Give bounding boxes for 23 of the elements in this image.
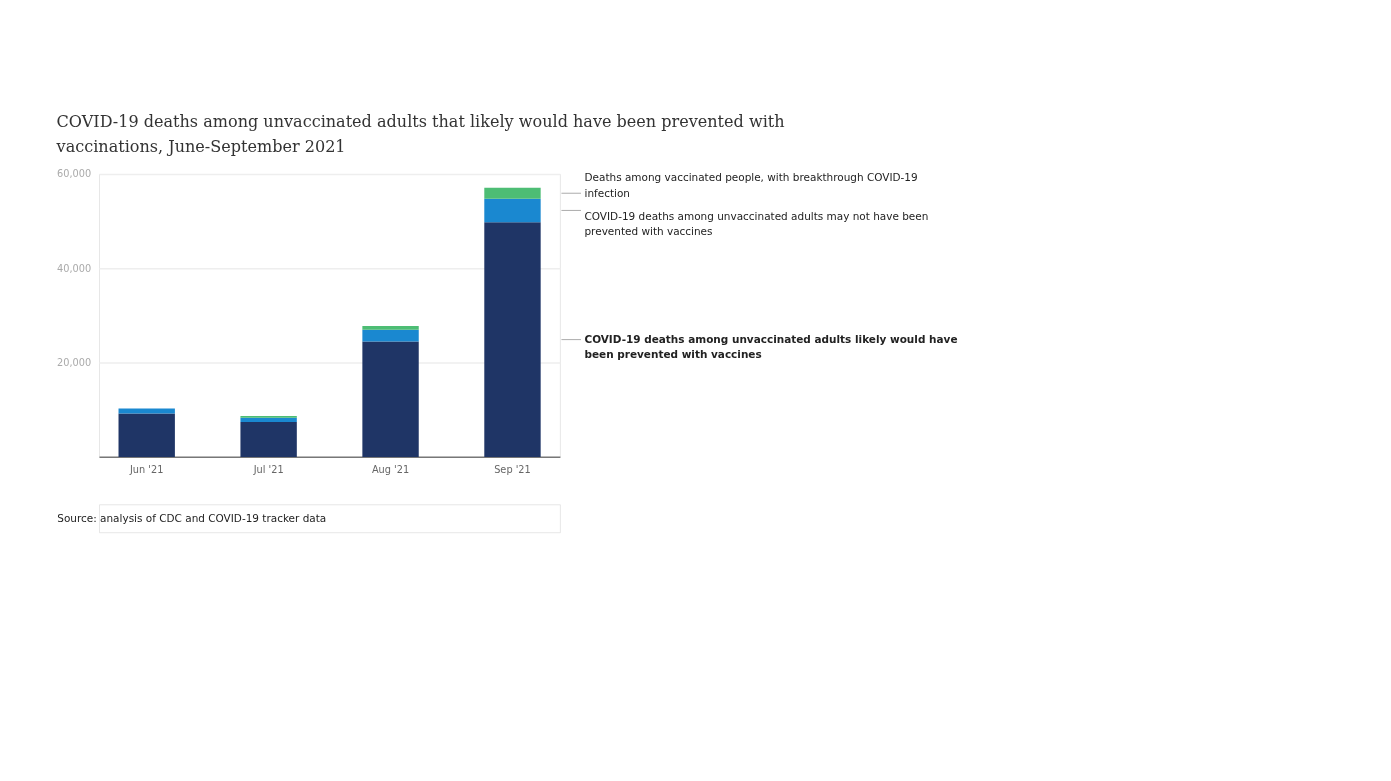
bar [118,408,175,414]
bar [484,187,541,199]
text: COVID-19 deaths among unvaccinated adults likely would have been prevented with vaccines [584,333,958,361]
bar [240,422,297,457]
y-tick-label: 40,000 [56,262,92,274]
bar [362,341,419,457]
text: Deaths among vaccinated people, with breakthrough COVID-19 infection [584,171,918,199]
text: COVID-19 deaths among unvaccinated adults may not have been prevented with vaccines [584,209,929,237]
text: COVID-19 deaths among unvaccinated adults that likely would have been prevented with [56,111,785,131]
text: vaccinations, June-September 2021 [56,136,346,156]
bar [118,413,175,457]
x-tick-label: Aug '21 [371,464,410,476]
y-tick-label: 20,000 [56,356,92,368]
bar [362,329,419,342]
y-tick-label: 60,000 [56,168,92,180]
bar [484,222,541,457]
source-note: Source: analysis of CDC and COVID-19 tracker data [57,511,327,524]
bar [484,198,541,223]
bar [362,325,419,330]
x-tick-label: Sep '21 [494,464,531,476]
x-tick-label: Jun '21 [128,464,164,476]
x-tick-label: Jul '21 [252,464,284,476]
bar [240,417,297,423]
